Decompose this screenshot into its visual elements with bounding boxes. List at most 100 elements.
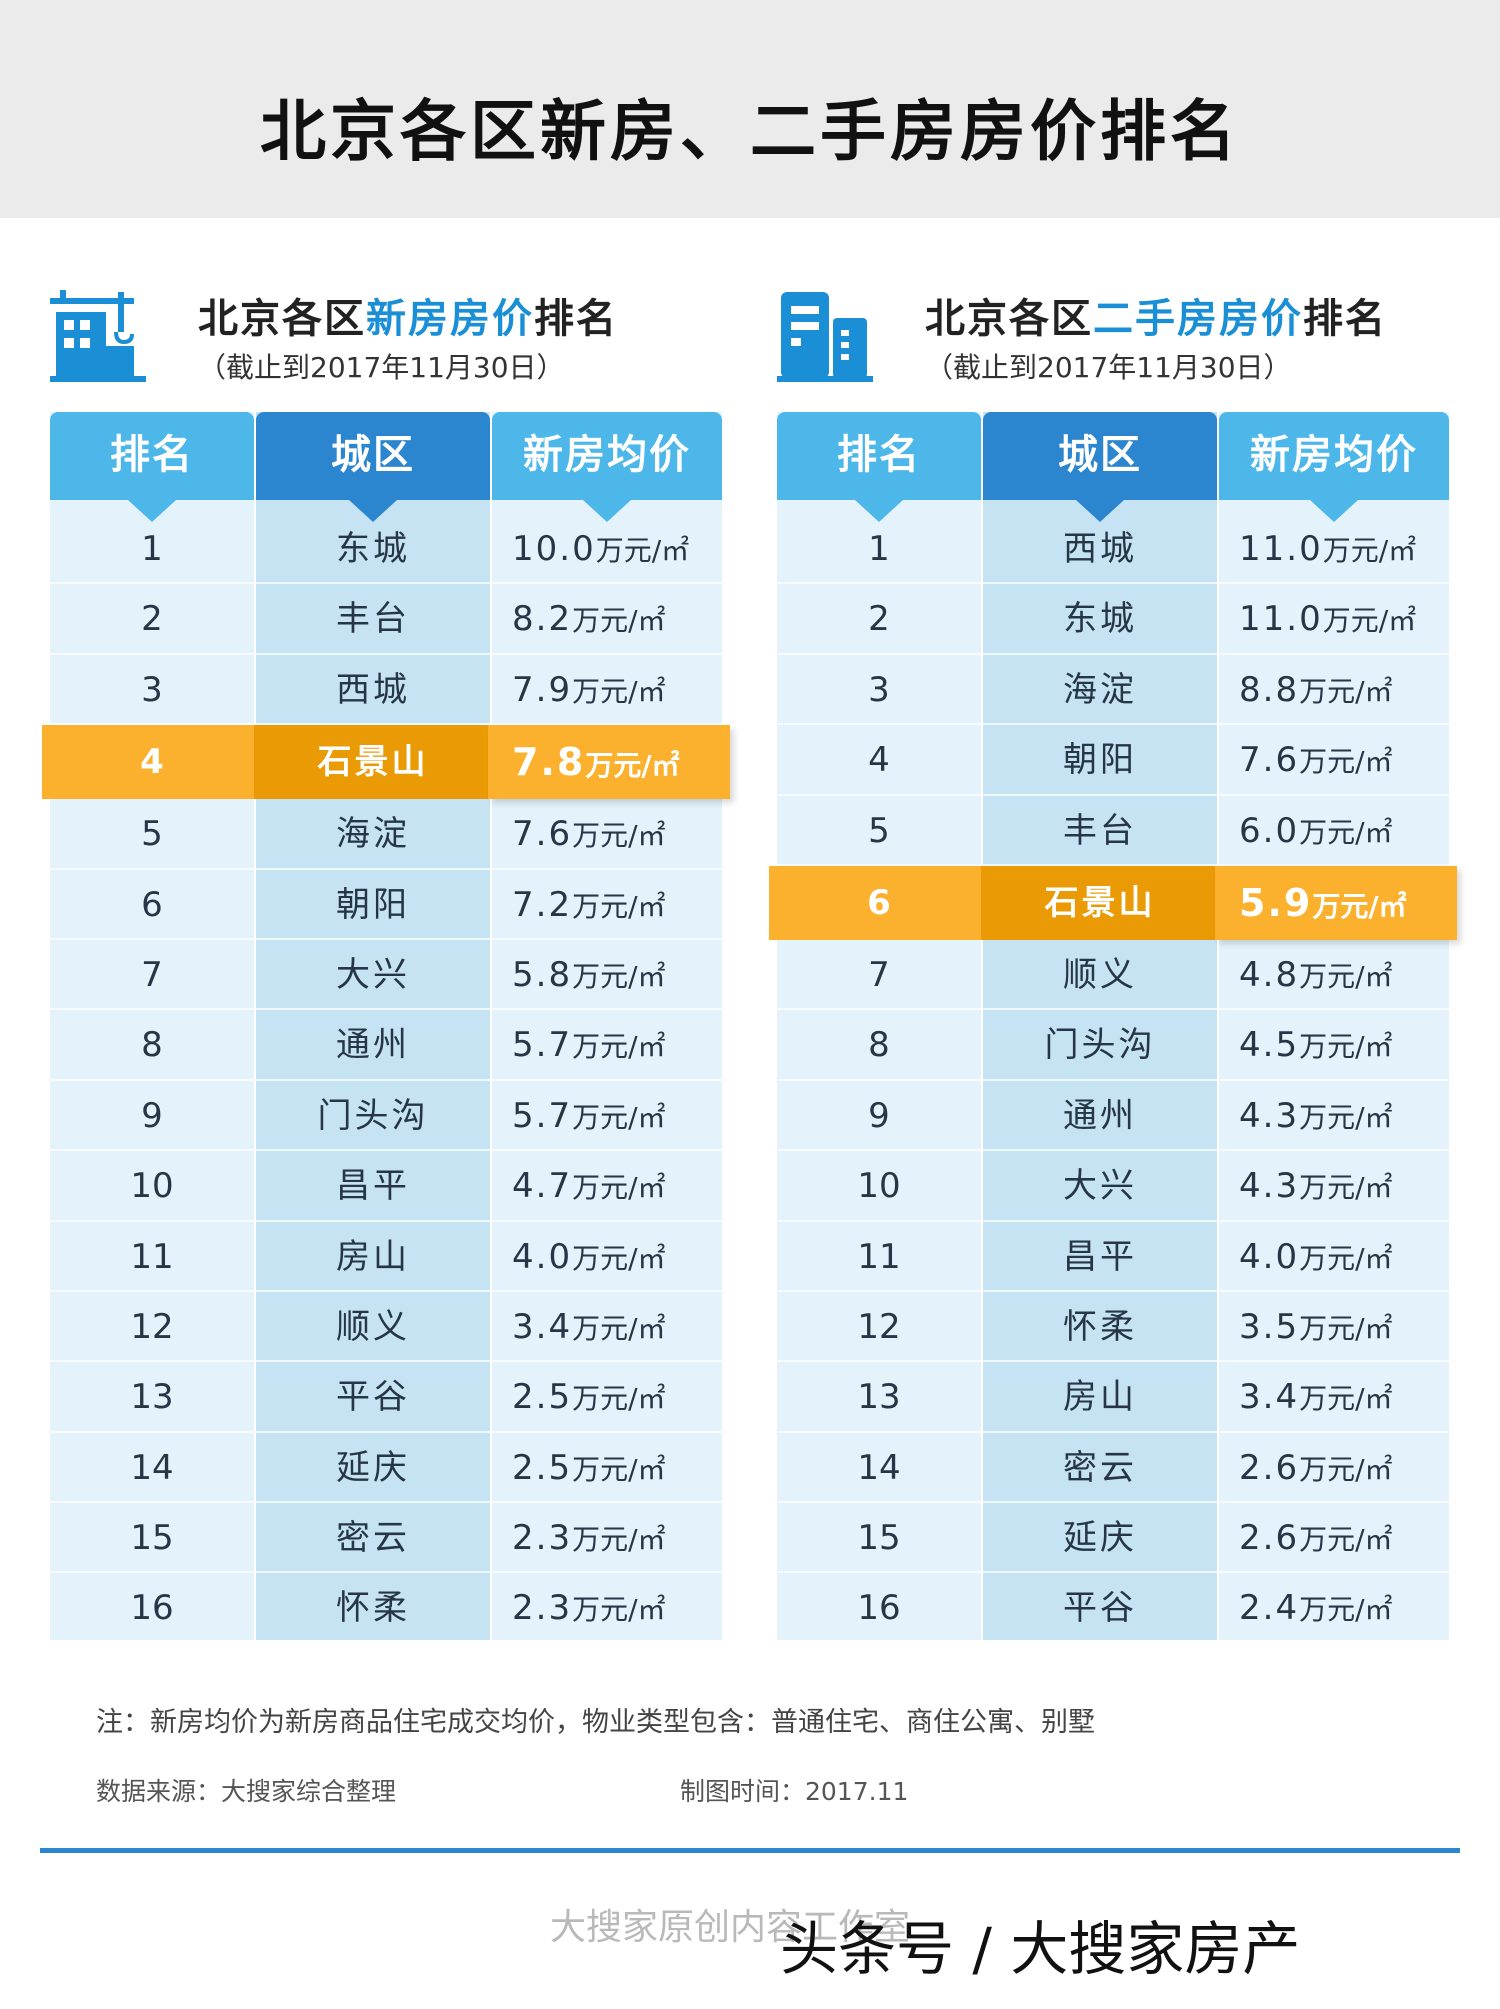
rank-cell: 7 <box>868 954 890 995</box>
price-cell: 5.7万元/㎡ <box>512 1081 722 1153</box>
table-row: 13 房山 3.4万元/㎡ <box>777 1362 1449 1433</box>
price-unit: 万元/㎡ <box>1299 1030 1393 1064</box>
row-separator <box>50 1149 722 1152</box>
table-row: 12 顺义 3.4万元/㎡ <box>50 1292 722 1363</box>
price-unit: 万元/㎡ <box>1299 959 1393 993</box>
price-unit: 万元/㎡ <box>1312 889 1407 923</box>
district-cell: 大兴 <box>1063 1166 1137 1207</box>
price-value: 8.8 <box>1239 669 1300 710</box>
row-separator <box>777 1219 1449 1222</box>
price-value: 7.6 <box>512 814 573 855</box>
district-cell: 朝阳 <box>1063 740 1137 781</box>
header-district: 城区 <box>983 412 1217 522</box>
rank-cell: 1 <box>868 529 890 569</box>
table-row: 11 房山 4.0万元/㎡ <box>50 1222 722 1292</box>
price-value: 10.0 <box>512 529 596 569</box>
price-cell: 11.0万元/㎡ <box>1239 584 1449 656</box>
rank-cell: 13 <box>130 1377 174 1418</box>
highlight-bg <box>981 865 1215 940</box>
rank-cell: 4 <box>140 742 164 783</box>
row-separator <box>777 1078 1449 1081</box>
data-source: 数据来源：大搜家综合整理 <box>96 1777 397 1806</box>
table-row: 16 怀柔 2.3万元/㎡ <box>50 1573 722 1644</box>
rank-cell: 16 <box>857 1588 901 1629</box>
rank-cell: 2 <box>868 599 890 640</box>
row-separator <box>50 937 722 940</box>
rank-cell: 13 <box>857 1377 901 1418</box>
price-cell: 8.8万元/㎡ <box>1239 655 1449 727</box>
row-separator <box>777 793 1449 796</box>
price-unit: 万元/㎡ <box>572 959 666 993</box>
second-home-subtitle: （截止到2017年11月30日） <box>925 351 1292 384</box>
price-value: 3.4 <box>512 1306 573 1347</box>
office-building-icon <box>777 292 873 382</box>
column-bg-district <box>983 412 1217 1640</box>
district-cell: 顺义 <box>336 1306 410 1347</box>
district-cell: 平谷 <box>1063 1588 1137 1629</box>
district-cell: 西城 <box>1063 529 1137 569</box>
table-row: 2 东城 11.0万元/㎡ <box>777 584 1449 656</box>
price-cell: 2.3万元/㎡ <box>512 1503 722 1575</box>
table-row: 13 平谷 2.5万元/㎡ <box>50 1362 722 1433</box>
price-value: 4.7 <box>512 1166 573 1207</box>
district-cell: 东城 <box>1063 599 1137 640</box>
row-separator <box>777 1501 1449 1504</box>
district-cell: 昌平 <box>336 1166 410 1207</box>
district-cell: 丰台 <box>336 599 410 640</box>
district-cell: 大兴 <box>336 954 410 995</box>
rank-cell: 5 <box>141 814 163 855</box>
table-row: 2 丰台 8.2万元/㎡ <box>50 584 722 655</box>
rank-cell: 14 <box>130 1447 174 1488</box>
row-separator <box>50 723 722 726</box>
price-cell: 7.9万元/㎡ <box>512 655 722 727</box>
rank-cell: 1 <box>141 529 163 569</box>
price-value: 2.3 <box>512 1588 573 1629</box>
rank-cell: 9 <box>868 1095 890 1136</box>
price-value: 3.5 <box>1239 1306 1300 1347</box>
district-cell: 海淀 <box>1063 669 1137 710</box>
price-cell: 2.5万元/㎡ <box>512 1433 722 1505</box>
divider <box>40 1848 1460 1853</box>
price-unit: 万元/㎡ <box>572 819 666 853</box>
price-cell: 2.6万元/㎡ <box>1239 1433 1449 1505</box>
second-home-title: 北京各区二手房房价排名 <box>925 296 1387 342</box>
price-value: 4.8 <box>1239 954 1300 995</box>
row-separator <box>777 723 1449 726</box>
price-value: 4.3 <box>1239 1095 1300 1136</box>
price-value: 11.0 <box>1239 529 1323 569</box>
price-unit: 万元/㎡ <box>1299 1523 1393 1557</box>
district-cell: 通州 <box>1063 1095 1137 1136</box>
header-rank: 排名 <box>777 412 981 522</box>
crane-building-icon <box>50 290 146 382</box>
rank-cell: 10 <box>130 1166 174 1207</box>
column-bg-price <box>492 412 722 1640</box>
table-row: 3 西城 7.9万元/㎡ <box>50 655 722 727</box>
row-separator <box>50 1360 722 1363</box>
price-value: 7.2 <box>512 884 573 925</box>
district-cell: 延庆 <box>1063 1518 1137 1559</box>
table-row: 15 延庆 2.6万元/㎡ <box>777 1503 1449 1574</box>
row-separator <box>50 1430 722 1433</box>
price-unit: 万元/㎡ <box>572 1100 666 1134</box>
header-rank: 排名 <box>50 412 254 522</box>
price-unit: 万元/㎡ <box>1299 815 1393 849</box>
price-cell: 4.5万元/㎡ <box>1239 1010 1449 1082</box>
second-home-table: 排名 城区 新房均价 1 西城 11.0万元/㎡ 2 东城 11.0万元/㎡ 3 海淀 8.8万… <box>769 412 1457 1644</box>
price-value: 5.9 <box>1239 880 1313 925</box>
price-unit: 万元/㎡ <box>572 674 666 708</box>
row-separator <box>777 1571 1449 1574</box>
price-value: 7.9 <box>512 669 573 710</box>
district-cell: 石景山 <box>317 742 429 783</box>
table-row: 5 海淀 7.6万元/㎡ <box>50 799 722 870</box>
row-separator <box>777 863 1449 866</box>
footer-studio: 大搜家原创内容工作室 <box>550 1907 911 1948</box>
price-cell: 4.0万元/㎡ <box>1239 1222 1449 1294</box>
district-cell: 昌平 <box>1063 1236 1137 1277</box>
rank-cell: 5 <box>868 810 890 851</box>
table-row-highlight: 6 石景山 5.9万元/㎡ <box>769 865 1457 940</box>
row-separator <box>777 1008 1449 1011</box>
price-unit: 万元/㎡ <box>1322 534 1417 567</box>
price-cell: 4.8万元/㎡ <box>1239 940 1449 1012</box>
district-cell: 房山 <box>336 1236 410 1277</box>
table-row: 1 西城 11.0万元/㎡ <box>777 514 1449 585</box>
